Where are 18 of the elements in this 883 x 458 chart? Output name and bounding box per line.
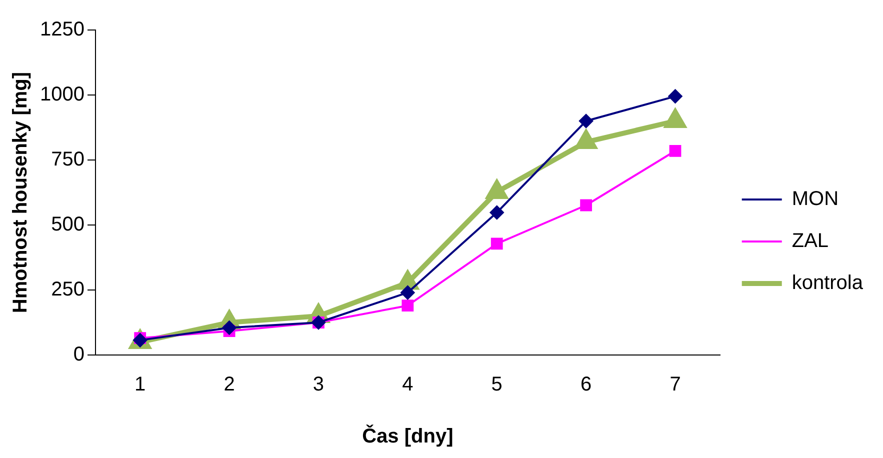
legend-label: kontrola bbox=[792, 272, 864, 294]
legend-label: ZAL bbox=[792, 230, 829, 252]
legend-label: MON bbox=[792, 188, 839, 210]
x-tick-label: 6 bbox=[580, 374, 592, 396]
x-tick-label: 5 bbox=[491, 374, 502, 396]
x-axis-title: Čas [dny] bbox=[362, 424, 454, 448]
y-tick-label: 250 bbox=[51, 278, 84, 301]
y-tick-label: 0 bbox=[73, 344, 84, 366]
x-tick-label: 4 bbox=[402, 374, 414, 396]
x-tick-label: 1 bbox=[134, 374, 146, 396]
y-axis-title: Hmotnost housenky [mg] bbox=[10, 72, 32, 314]
y-tick-label: 1000 bbox=[40, 84, 84, 106]
y-tick-label: 1250 bbox=[40, 18, 84, 41]
x-tick-label: 3 bbox=[312, 374, 324, 396]
y-tick-label: 500 bbox=[51, 214, 84, 236]
x-tick-label: 7 bbox=[670, 374, 681, 396]
y-tick-label: 750 bbox=[51, 148, 84, 171]
x-tick-label: 2 bbox=[224, 374, 235, 396]
